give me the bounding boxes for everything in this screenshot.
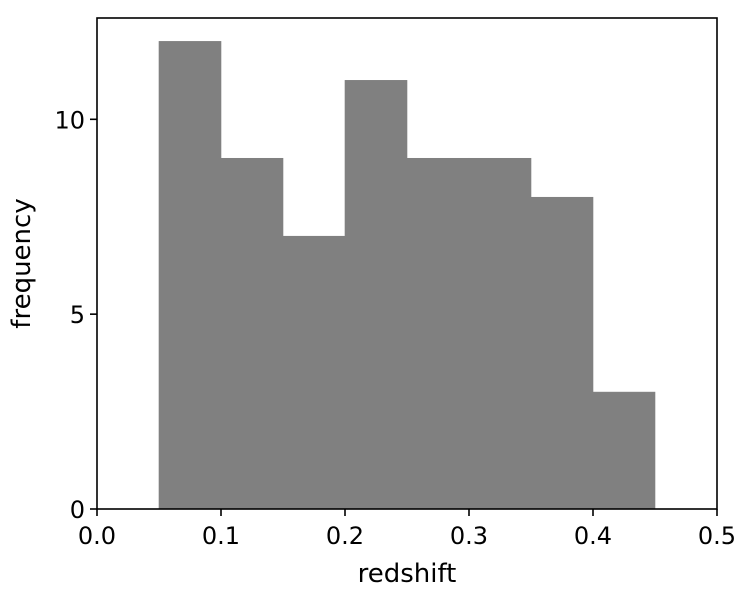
y-axis-ticks: 0 5 10 — [54, 106, 97, 524]
y-axis-label: frequency — [7, 198, 37, 328]
histogram-bar — [530, 196, 594, 510]
histogram-bar — [220, 157, 284, 510]
x-tick-label: 0.1 — [202, 522, 240, 550]
histogram-bar — [344, 80, 408, 510]
x-tick-label: 0.4 — [574, 522, 612, 550]
x-tick-label: 0.5 — [698, 522, 736, 550]
x-axis-ticks: 0.0 0.1 0.2 0.3 0.4 0.5 — [78, 509, 736, 550]
y-tick-label: 0 — [70, 496, 85, 524]
plot-frame — [96, 17, 718, 510]
x-tick-label: 0.3 — [450, 522, 488, 550]
x-tick-label: 0.2 — [326, 522, 364, 550]
histogram-bar — [592, 391, 656, 510]
histogram-bar — [468, 157, 532, 510]
histogram-bar — [282, 235, 346, 510]
x-tick-label: 0.0 — [78, 522, 116, 550]
histogram-bar — [158, 41, 222, 510]
y-tick-label: 10 — [54, 106, 85, 134]
histogram-bar — [406, 157, 470, 510]
y-tick-label: 5 — [70, 301, 85, 329]
x-axis-label: redshift — [358, 559, 457, 589]
histogram-bars — [158, 41, 656, 510]
